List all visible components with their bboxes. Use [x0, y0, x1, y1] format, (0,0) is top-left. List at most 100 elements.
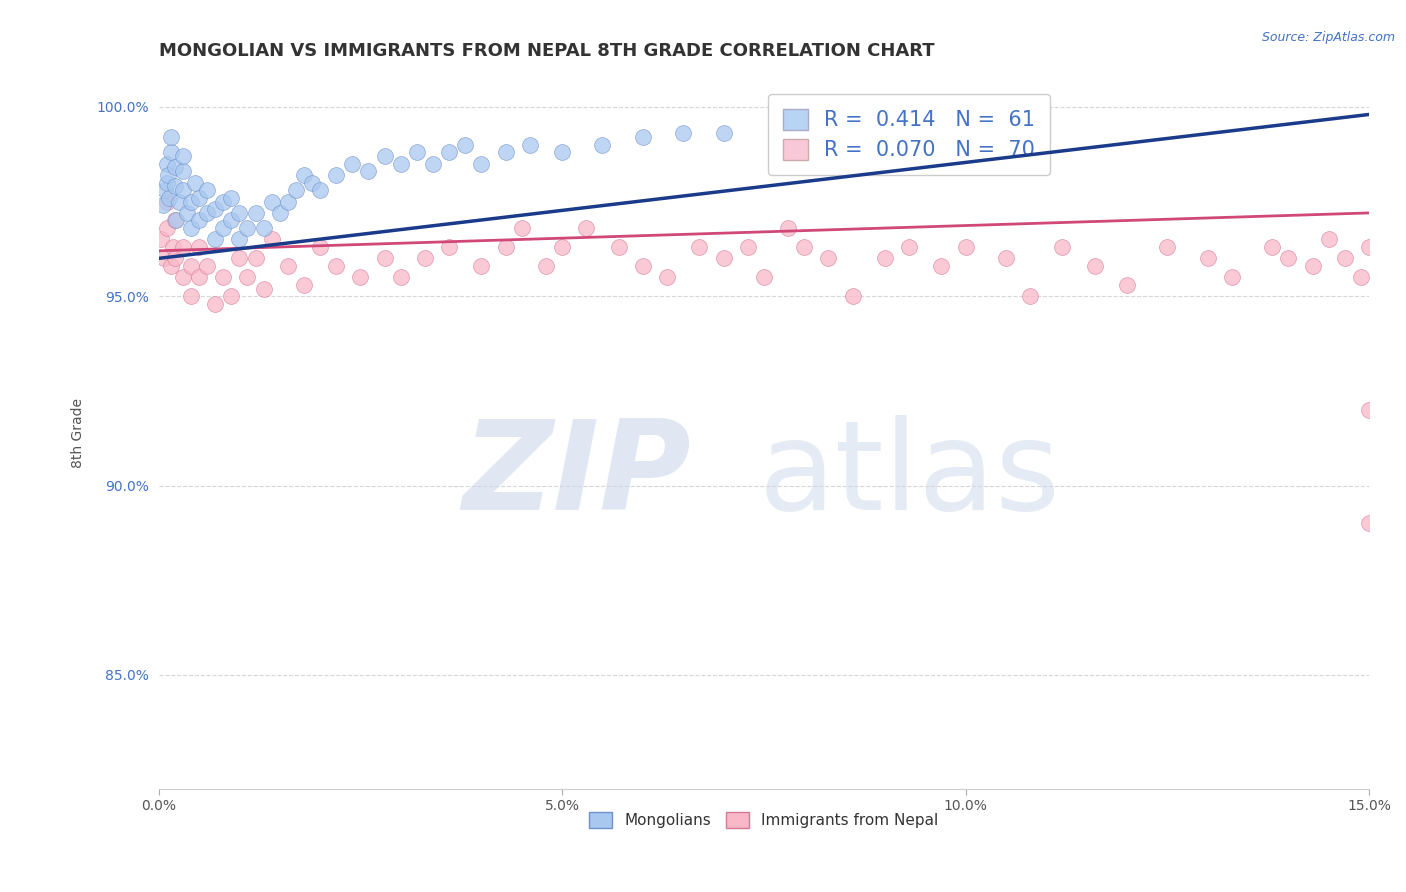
Point	[1358, 240, 1381, 254]
Point	[994, 252, 1017, 266]
Point	[437, 145, 460, 160]
Point	[1261, 240, 1284, 254]
Point	[737, 240, 759, 254]
Point	[1052, 240, 1074, 254]
Text: ZIP: ZIP	[463, 415, 692, 536]
Point	[188, 213, 211, 227]
Point	[152, 198, 174, 212]
Point	[277, 259, 299, 273]
Point	[607, 240, 630, 254]
Point	[1156, 240, 1178, 254]
Point	[180, 259, 202, 273]
Point	[184, 176, 207, 190]
Point	[236, 221, 259, 235]
Point	[163, 179, 186, 194]
Point	[655, 270, 678, 285]
Point	[406, 145, 429, 160]
Point	[575, 221, 598, 235]
Point	[180, 221, 202, 235]
Point	[150, 232, 173, 246]
Point	[688, 240, 710, 254]
Point	[1334, 252, 1357, 266]
Point	[1116, 277, 1139, 292]
Point	[495, 145, 517, 160]
Point	[1197, 252, 1219, 266]
Point	[519, 137, 541, 152]
Point	[159, 145, 181, 160]
Point	[793, 240, 815, 254]
Point	[413, 252, 436, 266]
Point	[195, 259, 218, 273]
Point	[162, 240, 184, 254]
Point	[357, 164, 380, 178]
Point	[470, 157, 492, 171]
Point	[157, 191, 180, 205]
Point	[309, 240, 332, 254]
Point	[277, 194, 299, 209]
Point	[156, 176, 179, 190]
Point	[252, 221, 274, 235]
Point	[1220, 270, 1243, 285]
Point	[931, 259, 953, 273]
Point	[325, 168, 347, 182]
Point	[157, 168, 180, 182]
Point	[176, 206, 198, 220]
Point	[495, 240, 517, 254]
Point	[172, 149, 194, 163]
Point	[374, 149, 396, 163]
Point	[260, 194, 283, 209]
Point	[1317, 232, 1340, 246]
Point	[1358, 402, 1381, 417]
Point	[510, 221, 533, 235]
Point	[252, 282, 274, 296]
Point	[165, 213, 187, 227]
Point	[163, 252, 186, 266]
Point	[325, 259, 347, 273]
Point	[221, 289, 243, 303]
Point	[269, 206, 291, 220]
Point	[817, 252, 839, 266]
Point	[1084, 259, 1107, 273]
Point	[221, 191, 243, 205]
Point	[159, 259, 181, 273]
Point	[221, 213, 243, 227]
Point	[631, 259, 654, 273]
Point	[841, 289, 863, 303]
Point	[172, 164, 194, 178]
Point	[534, 259, 557, 273]
Point	[163, 161, 186, 175]
Point	[188, 240, 211, 254]
Point	[156, 194, 179, 209]
Point	[228, 232, 250, 246]
Point	[309, 183, 332, 197]
Point	[834, 112, 856, 126]
Point	[204, 232, 226, 246]
Point	[159, 130, 181, 145]
Point	[180, 289, 202, 303]
Point	[470, 259, 492, 273]
Point	[167, 194, 190, 209]
Point	[188, 191, 211, 205]
Point	[292, 168, 315, 182]
Point	[172, 270, 194, 285]
Point	[551, 240, 574, 254]
Point	[349, 270, 371, 285]
Point	[713, 252, 735, 266]
Point	[152, 252, 174, 266]
Point	[172, 240, 194, 254]
Point	[873, 252, 896, 266]
Point	[955, 240, 977, 254]
Text: Source: ZipAtlas.com: Source: ZipAtlas.com	[1261, 31, 1395, 45]
Y-axis label: 8th Grade: 8th Grade	[72, 398, 86, 467]
Point	[1277, 252, 1299, 266]
Point	[236, 270, 259, 285]
Point	[389, 270, 412, 285]
Point	[1350, 270, 1372, 285]
Point	[713, 127, 735, 141]
Point	[212, 194, 235, 209]
Point	[245, 252, 267, 266]
Point	[672, 127, 695, 141]
Point	[212, 270, 235, 285]
Point	[292, 277, 315, 292]
Text: atlas: atlas	[758, 415, 1060, 536]
